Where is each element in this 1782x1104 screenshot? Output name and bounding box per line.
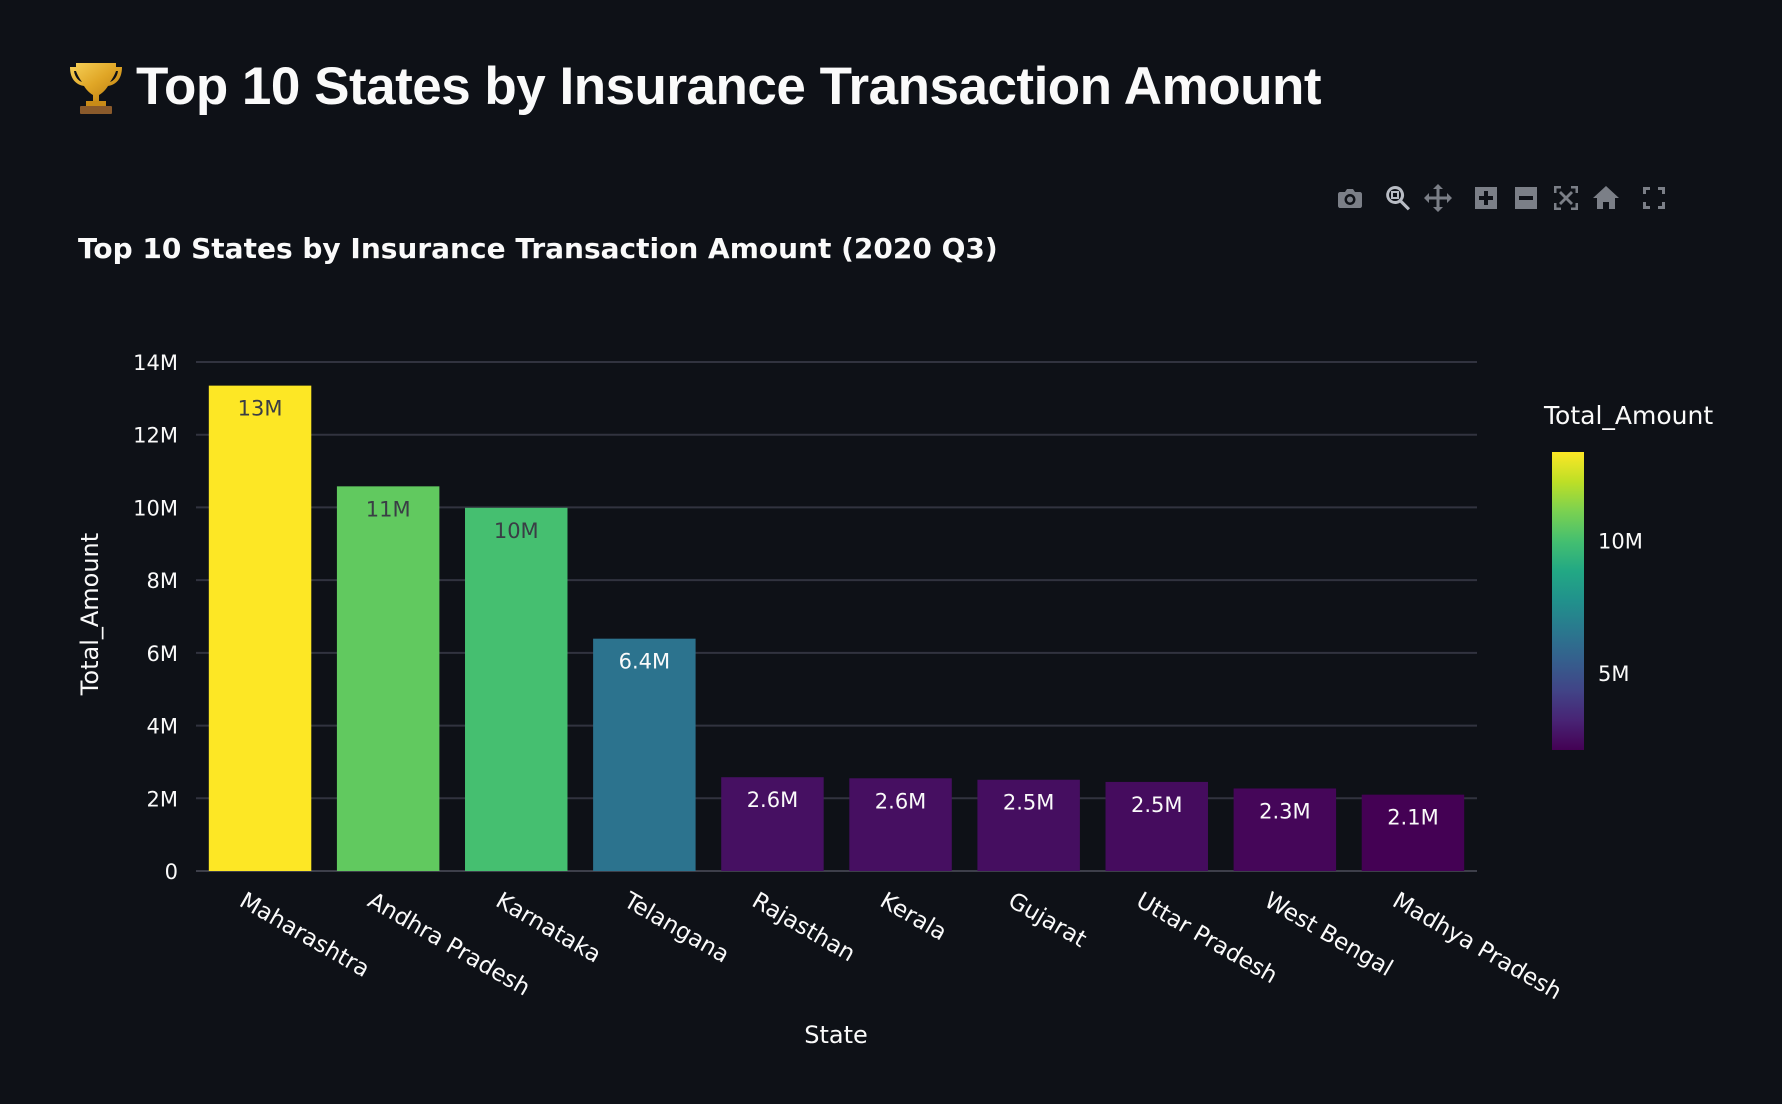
fullscreen-icon — [1643, 187, 1665, 209]
y-tick-label: 2M — [147, 787, 178, 811]
y-tick-label: 0 — [165, 860, 178, 884]
pan-button[interactable] — [1418, 180, 1458, 216]
page-heading: Top 10 States by Insurance Transaction A… — [68, 56, 1321, 117]
zoom-in-button[interactable] — [1466, 180, 1506, 216]
home-icon — [1593, 186, 1619, 209]
y-tick-label: 6M — [147, 642, 178, 666]
y-axis-title: Total_Amount — [76, 533, 104, 696]
bar-data-label: 2.5M — [1131, 793, 1183, 817]
colorbar-title: Total_Amount — [1543, 401, 1713, 430]
colorbar-gradient — [1552, 452, 1584, 750]
bar-andhra-pradesh[interactable] — [336, 486, 440, 871]
page-title: Top 10 States by Insurance Transaction A… — [136, 57, 1321, 116]
x-tick-label: Telangana — [618, 887, 733, 968]
chart-modebar — [1330, 180, 1674, 216]
zoom-in-icon — [1475, 187, 1497, 209]
zoom-out-icon — [1515, 187, 1537, 209]
fullscreen-button[interactable] — [1634, 180, 1674, 216]
x-tick-label: Rajasthan — [747, 888, 859, 968]
bar-west-bengal[interactable] — [1233, 788, 1337, 871]
x-tick-label: Uttar Pradesh — [1132, 888, 1282, 990]
download-png-button[interactable] — [1330, 180, 1370, 216]
colorbar-tick-label: 10M — [1598, 530, 1643, 554]
bar-maharashtra[interactable] — [208, 385, 312, 871]
x-tick-label: Karnataka — [491, 888, 605, 969]
x-axis-title: State — [804, 1021, 868, 1049]
bar-rajasthan[interactable] — [721, 777, 824, 871]
y-tick-label: 14M — [133, 351, 178, 375]
autoscale-icon — [1554, 186, 1578, 210]
x-tick-label: Gujarat — [1004, 888, 1091, 953]
y-tick-label: 4M — [147, 715, 178, 739]
y-tick-label: 8M — [147, 569, 178, 593]
bar-data-label: 6.4M — [619, 650, 671, 674]
bar-data-label: 2.5M — [1003, 791, 1055, 815]
bar-madhya-pradesh[interactable] — [1361, 794, 1465, 871]
bar-gujarat[interactable] — [977, 779, 1080, 871]
bar-data-label: 13M — [238, 397, 283, 421]
bar-uttar-pradesh[interactable] — [1105, 781, 1208, 871]
zoom-icon — [1386, 186, 1410, 211]
bar-data-label: 2.1M — [1387, 806, 1439, 830]
x-tick-label: Maharashtra — [235, 888, 374, 983]
bar-data-label: 2.6M — [875, 789, 927, 813]
bar-data-label: 2.3M — [1259, 799, 1311, 823]
zoom-out-button[interactable] — [1506, 180, 1546, 216]
y-tick-label: 12M — [133, 424, 178, 448]
bar-kerala[interactable] — [849, 778, 952, 871]
bar-telangana[interactable] — [593, 638, 696, 871]
x-tick-label: Madhya Pradesh — [1388, 888, 1566, 1006]
bar-data-label: 11M — [366, 497, 411, 521]
bar-data-label: 10M — [494, 519, 539, 543]
pan-icon — [1424, 184, 1452, 212]
colorbar: Total_Amount 5M 10M — [1543, 401, 1713, 750]
autoscale-button[interactable] — [1546, 180, 1586, 216]
bar-karnataka[interactable] — [465, 507, 568, 871]
reset-axes-button[interactable] — [1586, 180, 1626, 216]
x-tick-label: Kerala — [876, 888, 951, 947]
y-tick-label: 10M — [133, 496, 178, 520]
bar-data-label: 2.6M — [747, 788, 799, 812]
camera-icon — [1338, 189, 1362, 208]
trophy-icon — [70, 62, 122, 114]
colorbar-tick-label: 5M — [1598, 662, 1629, 686]
chart-title: Top 10 States by Insurance Transaction A… — [78, 232, 998, 265]
zoom-button[interactable] — [1378, 180, 1418, 216]
